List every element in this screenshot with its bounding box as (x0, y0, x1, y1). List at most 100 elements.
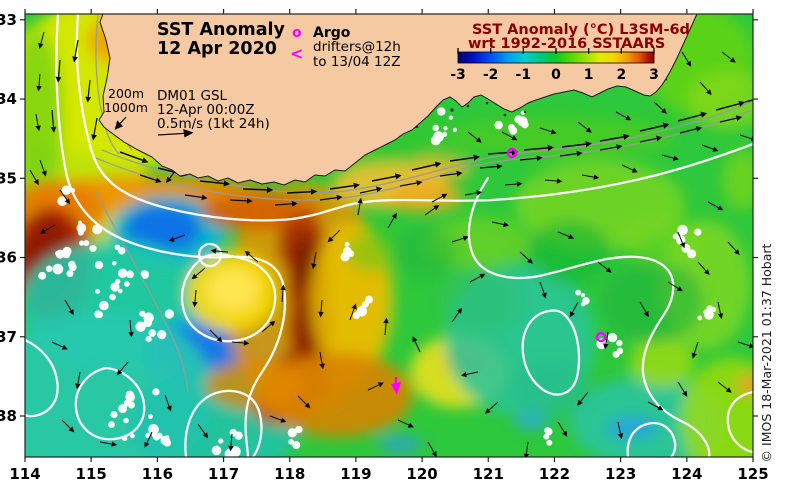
arrow-head-icon (496, 163, 503, 170)
current-arrow (397, 419, 414, 428)
current-arrow (469, 273, 486, 283)
cloud-speck (157, 330, 167, 340)
arrow-shaft (93, 117, 98, 135)
arrow-head-icon (605, 267, 612, 273)
y-tick-label: -38 (0, 407, 17, 425)
x-tick-label: 115 (76, 465, 107, 483)
arrow-head-icon (541, 292, 547, 299)
arrow-head-icon (516, 181, 523, 187)
model-time: 12-Apr 00:00Z (157, 102, 255, 118)
current-arrow (504, 181, 523, 187)
current-arrow (691, 341, 699, 359)
arrow-shaft (744, 99, 753, 103)
current-arrow (661, 154, 679, 161)
cloud-speck (543, 433, 550, 440)
arrow-head-icon (155, 177, 162, 184)
arrow-head-icon (473, 154, 480, 161)
arrow-head-icon (166, 405, 172, 412)
arrow-head-icon (407, 422, 414, 428)
arrow-head-icon (412, 336, 418, 343)
cloud-speck (521, 120, 529, 129)
arrow-head-icon (416, 180, 423, 186)
cloud-speck (145, 335, 152, 343)
anomaly-blob (387, 182, 463, 212)
arrow-shaft (597, 261, 608, 270)
cloud-speck (147, 414, 153, 420)
current-arrow (228, 433, 234, 452)
cloud-speck (544, 427, 552, 434)
credit-watermark: © IMOS 18-Mar-2021 01:37 Hobart (759, 243, 774, 462)
current-arrow (431, 193, 448, 203)
current-arrow (38, 31, 45, 49)
arrow-head-icon (310, 188, 318, 195)
cloud-speck (224, 448, 236, 457)
arrow-head-icon (456, 170, 463, 177)
colorbar-title-line1: SST Anomaly (°C) L3SM-6d (472, 22, 690, 38)
arrow-head-icon (576, 150, 583, 157)
current-arrow (715, 100, 746, 111)
arrow-shaft (677, 114, 702, 122)
current-arrow (677, 231, 686, 249)
current-arrow (681, 51, 692, 67)
current-arrow (168, 234, 186, 242)
arrow-shaft (679, 128, 697, 134)
colorbar-title-line2: wrt 1992-2016 SSTAARS (468, 36, 665, 52)
arrow-head-icon (729, 57, 736, 63)
arrow-head-icon (128, 331, 134, 338)
drifter-symbol-icon: < (290, 44, 303, 63)
current-arrow (229, 197, 253, 204)
arrow-head-icon (351, 303, 357, 310)
current-arrow (721, 51, 736, 63)
cloud-speck (55, 250, 61, 256)
cloud-speck (509, 126, 518, 135)
arrow-shaft (329, 184, 354, 190)
arrow-head-icon (585, 127, 592, 133)
current-arrow (427, 441, 437, 457)
argo-symbol-icon: o (292, 25, 302, 41)
anomaly-blob (125, 205, 201, 253)
arrow-head-icon (679, 242, 686, 249)
cloud-speck (295, 425, 303, 434)
arrow-head-icon (577, 399, 583, 406)
arrow-head-icon (700, 111, 708, 118)
current-arrow (164, 394, 172, 412)
arrow-head-icon (68, 426, 75, 433)
arrow-head-icon (462, 235, 469, 241)
anomaly-blob (25, 30, 63, 210)
arrow-shaft (197, 423, 206, 435)
arrow-head-icon (244, 250, 251, 257)
arrow-head-icon (434, 161, 442, 168)
arrow-shaft (639, 137, 657, 143)
y-tick-label: -36 (0, 249, 17, 267)
cloud-speck (114, 244, 121, 251)
current-arrow (59, 189, 71, 205)
arrow-head-icon (336, 194, 343, 201)
current-arrow (719, 115, 743, 123)
current-arrow (697, 261, 710, 276)
colorbar-tick-label: 3 (649, 67, 659, 83)
current-arrow (387, 212, 397, 229)
arrow-shaft (427, 441, 435, 453)
current-arrow (116, 361, 129, 376)
arrow-shaft (424, 207, 436, 216)
current-arrow (280, 284, 286, 303)
arrow-shaft (387, 217, 395, 229)
current-arrow (269, 415, 287, 423)
arrow-shaft (194, 289, 197, 302)
arrow-shaft (647, 401, 659, 409)
arrow-head-icon (116, 369, 123, 376)
colorbar-tick-label: -2 (483, 67, 499, 83)
current-arrow (231, 340, 250, 346)
current-arrow (599, 133, 630, 142)
current-arrow (717, 381, 732, 393)
arrow-head-icon (269, 320, 276, 327)
arrow-head-icon (768, 93, 775, 99)
current-arrow (184, 194, 208, 201)
arrow-shaft (242, 188, 268, 191)
current-arrow (699, 81, 712, 96)
anomaly-blob (630, 336, 694, 388)
cloud-speck (448, 115, 454, 120)
current-arrow (569, 301, 579, 318)
arrow-shaft (488, 401, 499, 411)
arrow-head-icon (75, 383, 81, 390)
